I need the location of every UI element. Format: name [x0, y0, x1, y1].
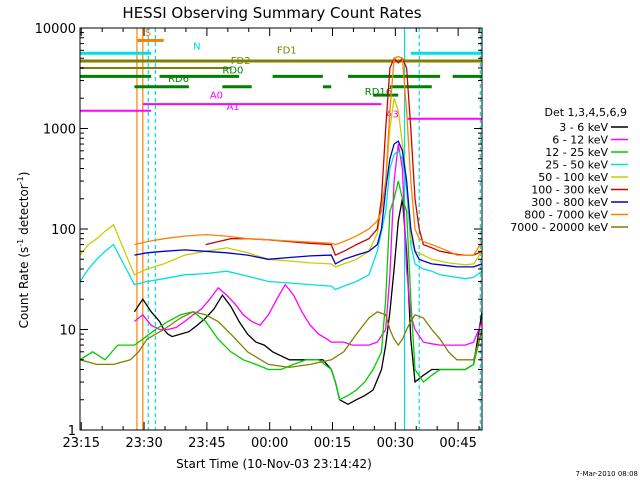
marker-label-rd6: RD6: [168, 74, 189, 85]
y-tick-label: 1: [68, 424, 76, 439]
series-line-6: [134, 140, 482, 268]
legend-entry-label: 6 - 12 keV: [552, 134, 608, 147]
y-label-part-2: detector: [17, 184, 31, 239]
series-line-4: [80, 97, 482, 276]
x-tick-label: 00:15: [314, 436, 351, 451]
series-line-8: [80, 311, 482, 369]
marker-label-rd0: RD0: [222, 65, 243, 76]
y-tick-label: 10000: [35, 22, 76, 37]
series-line-2: [80, 180, 482, 401]
y-tick-label: 10: [59, 324, 76, 339]
marker-label-s: S: [145, 28, 151, 39]
legend-entry-label: 7000 - 20000 keV: [510, 221, 608, 234]
y-label-part-3: ): [17, 172, 31, 177]
y-tick-label: 1000: [43, 123, 76, 138]
x-tick-label: 00:45: [439, 436, 476, 451]
x-axis-label: Start Time (10-Nov-03 23:14:42): [176, 457, 372, 471]
series-line-3: [80, 149, 482, 291]
x-tick-label: 00:00: [251, 436, 288, 451]
series-line-7: [134, 55, 482, 256]
legend-entry-label: 12 - 25 keV: [545, 146, 608, 159]
legend-entry-label: 800 - 7000 keV: [524, 209, 608, 222]
marker-label-a0: A0: [210, 91, 223, 102]
marker-label-a1: A1: [227, 102, 240, 113]
y-label-sup-2: -1: [16, 176, 25, 184]
x-tick-label: 23:45: [188, 436, 225, 451]
marker-label-fd2: FD2: [231, 56, 251, 67]
y-label-sup-1: -1: [16, 239, 25, 247]
legend-entry-label: 300 - 800 keV: [531, 196, 608, 209]
footer-timestamp: 7-Mar-2010 08:08: [576, 470, 638, 478]
x-tick-label: 23:15: [63, 436, 100, 451]
y-tick-label: 100: [51, 223, 76, 238]
x-tick-label: 23:30: [125, 436, 162, 451]
x-tick-label: 00:30: [377, 436, 414, 451]
series-line-1: [133, 143, 482, 346]
legend-header: Det 1,3,4,5,6,9: [544, 106, 627, 119]
y-axis-label: Count Rate (s-1 detector-1): [16, 172, 31, 329]
marker-label-rd16: RD16: [365, 87, 392, 98]
marker-label-n: N: [193, 42, 200, 53]
series-line-0: [133, 198, 482, 406]
legend-entry-label: 100 - 300 keV: [531, 184, 608, 197]
plot-area: SN FD1FD2RD0RD6RD16A0A1A31101001000100002…: [35, 22, 483, 451]
legend-entry-label: 25 - 50 keV: [545, 159, 608, 172]
legend-entry-label: 3 - 6 keV: [559, 121, 608, 134]
y-label-part-1: Count Rate (s: [17, 247, 31, 329]
legend-entry-label: 50 - 100 keV: [538, 171, 608, 184]
chart-title: HESSI Observing Summary Count Rates: [122, 4, 421, 22]
marker-label-fd1: FD1: [277, 46, 297, 57]
